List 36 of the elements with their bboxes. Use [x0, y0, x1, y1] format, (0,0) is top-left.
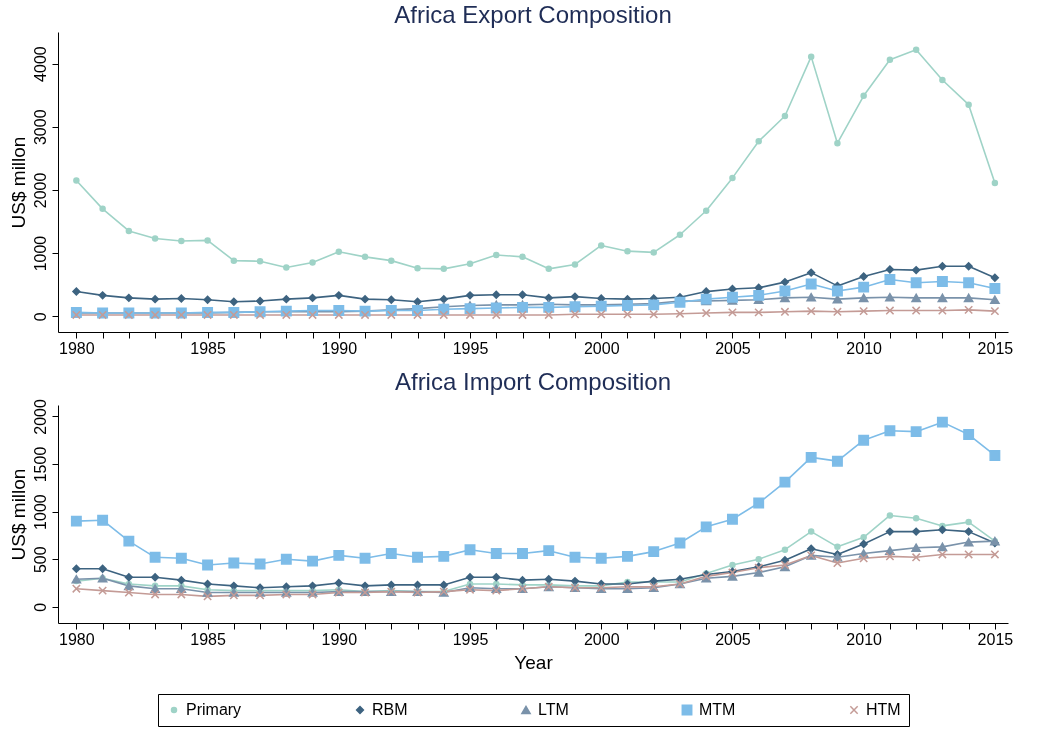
legend-label: Primary	[186, 701, 242, 718]
x-tick-label: 1990	[321, 630, 358, 648]
legend-label: LTM	[538, 701, 569, 718]
y-tick-label: 0	[31, 602, 49, 612]
x-tick-label: 1995	[452, 339, 489, 357]
y-tick-label: 0	[31, 312, 49, 322]
legend-label: RBM	[372, 701, 408, 718]
x-tick-label: 2015	[977, 339, 1014, 357]
x-tick-label: 1990	[321, 339, 358, 357]
y-axis-title: US$ millon	[7, 468, 29, 561]
y-tick-label: 4000	[31, 46, 49, 82]
legend-label: MTM	[699, 701, 736, 718]
y-tick-label: 1000	[31, 235, 49, 272]
x-tick-label: 2000	[583, 630, 620, 648]
y-tick-label: 2000	[31, 399, 49, 435]
y-tick-label: 1000	[31, 494, 49, 530]
x-axis-title: Year	[514, 651, 554, 673]
y-tick-label: 1500	[31, 446, 49, 483]
chart-title: Africa Export Composition	[394, 1, 672, 28]
x-tick-label: 2010	[846, 630, 883, 648]
x-tick-label: 1980	[59, 630, 95, 648]
x-tick-label: 1995	[452, 630, 489, 648]
legend-label: HTM	[866, 701, 901, 718]
x-tick-label: 1980	[59, 339, 95, 357]
x-tick-label: 1985	[190, 630, 226, 648]
x-tick-label: 2005	[715, 339, 751, 357]
chart-title: Africa Import Composition	[394, 367, 672, 395]
x-tick-label: 2015	[977, 630, 1014, 648]
x-tick-label: 2000	[583, 339, 620, 357]
x-tick-label: 2010	[846, 339, 883, 357]
x-tick-label: 1985	[190, 339, 226, 357]
y-tick-label: 3000	[31, 109, 49, 146]
y-tick-label: 2000	[31, 172, 49, 209]
x-tick-label: 2005	[715, 630, 751, 648]
y-tick-label: 500	[31, 546, 49, 574]
y-axis-title: US$ millon	[7, 136, 29, 229]
